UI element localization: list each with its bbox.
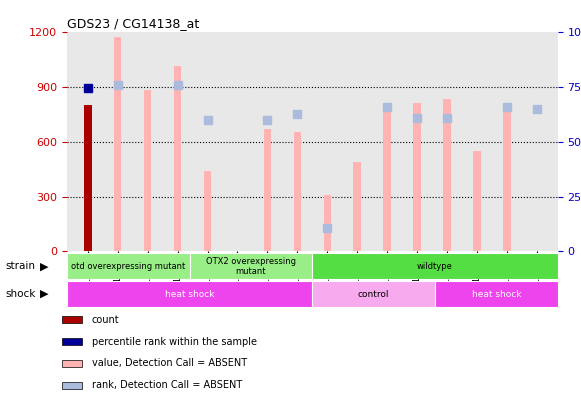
Text: shock: shock xyxy=(6,289,36,299)
Text: strain: strain xyxy=(6,261,36,271)
Bar xyxy=(204,171,211,251)
Bar xyxy=(353,162,361,251)
Bar xyxy=(443,99,451,251)
Text: count: count xyxy=(92,315,120,325)
Bar xyxy=(62,360,82,367)
Text: OTX2 overexpressing
mutant: OTX2 overexpressing mutant xyxy=(206,257,296,276)
Text: control: control xyxy=(358,289,389,299)
Text: percentile rank within the sample: percentile rank within the sample xyxy=(92,337,257,346)
Text: rank, Detection Call = ABSENT: rank, Detection Call = ABSENT xyxy=(92,380,242,390)
Bar xyxy=(503,105,511,251)
Text: ▶: ▶ xyxy=(40,289,48,299)
Text: GDS23 / CG14138_at: GDS23 / CG14138_at xyxy=(67,17,199,30)
Bar xyxy=(435,281,558,307)
Bar xyxy=(144,90,152,251)
Bar xyxy=(67,253,189,279)
Bar xyxy=(62,338,82,345)
Text: value, Detection Call = ABSENT: value, Detection Call = ABSENT xyxy=(92,358,247,368)
Bar xyxy=(62,382,82,388)
Bar xyxy=(189,253,313,279)
Bar xyxy=(383,105,391,251)
Bar xyxy=(62,316,82,323)
Bar xyxy=(313,281,435,307)
Bar xyxy=(67,281,313,307)
Bar xyxy=(313,253,558,279)
Bar xyxy=(264,129,271,251)
Bar xyxy=(324,195,331,251)
Bar xyxy=(114,37,121,251)
Bar xyxy=(293,132,301,251)
Text: ▶: ▶ xyxy=(40,261,48,271)
Bar xyxy=(174,67,181,251)
Text: heat shock: heat shock xyxy=(165,289,214,299)
Bar xyxy=(84,105,92,251)
Text: wildtype: wildtype xyxy=(417,262,453,271)
Text: otd overexpressing mutant: otd overexpressing mutant xyxy=(71,262,185,271)
Bar xyxy=(413,103,421,251)
Bar xyxy=(473,151,480,251)
Text: heat shock: heat shock xyxy=(472,289,521,299)
